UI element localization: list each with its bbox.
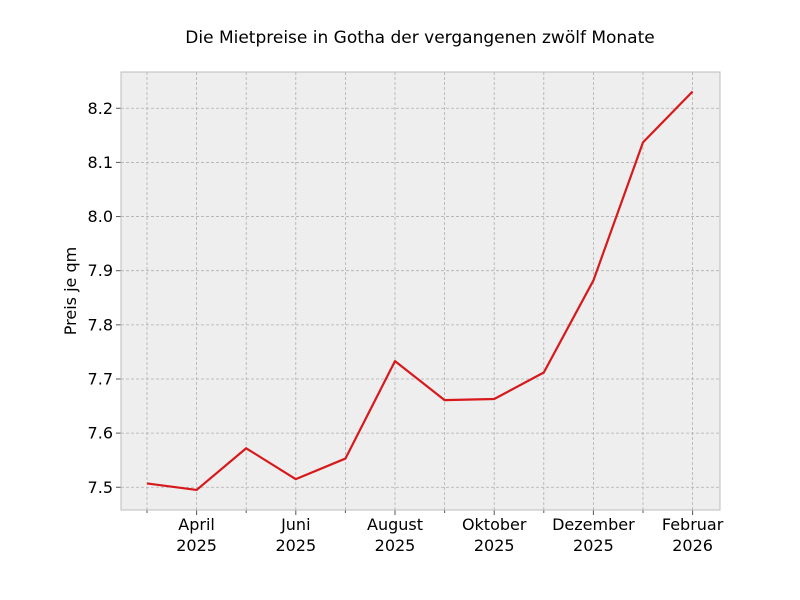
y-tick-label: 8.2	[88, 99, 113, 118]
x-tick-label: Dezember 2025	[552, 515, 635, 555]
x-tick-month: August	[367, 515, 423, 534]
plot-frame	[120, 71, 721, 511]
x-tick-label: August 2025	[367, 515, 423, 555]
x-tick-month: Juni	[280, 515, 310, 534]
x-tick-label: Oktober 2025	[462, 515, 527, 555]
chart-title: Die Mietpreise in Gotha der vergangenen …	[185, 28, 654, 48]
y-axis-label: Preis je qm	[61, 247, 80, 335]
x-tick-year: 2025	[275, 536, 316, 555]
x-tick-month: Dezember	[552, 515, 635, 534]
x-tick-year: 2026	[672, 536, 713, 555]
y-tick-label: 7.5	[88, 478, 113, 497]
y-tick-labels: 7.5 7.6 7.7 7.8 7.9 8.0 8.1 8.2	[88, 99, 113, 497]
series-group	[146, 90, 694, 492]
plot-area	[121, 72, 720, 510]
x-tick-label: April 2025	[176, 515, 217, 555]
x-tick-year: 2025	[176, 536, 217, 555]
y-tick-label: 7.7	[88, 369, 113, 388]
x-tick-year: 2025	[474, 536, 515, 555]
x-tick-label: Februar 2026	[662, 515, 724, 555]
x-tick-year: 2025	[573, 536, 614, 555]
series-line	[146, 90, 694, 492]
axis-ticks	[116, 107, 694, 515]
y-tick-label: 7.9	[88, 261, 113, 280]
x-tick-month: Oktober	[462, 515, 527, 534]
y-tick-label: 8.0	[88, 207, 113, 226]
x-tick-month: April	[178, 515, 215, 534]
y-tick-label: 7.8	[88, 315, 113, 334]
x-tick-label: Juni 2025	[275, 515, 316, 555]
y-tick-label: 7.6	[88, 424, 113, 443]
y-tick-label: 8.1	[88, 153, 113, 172]
grid-lines	[121, 72, 720, 510]
x-tick-year: 2025	[375, 536, 416, 555]
x-tick-month: Februar	[662, 515, 724, 534]
